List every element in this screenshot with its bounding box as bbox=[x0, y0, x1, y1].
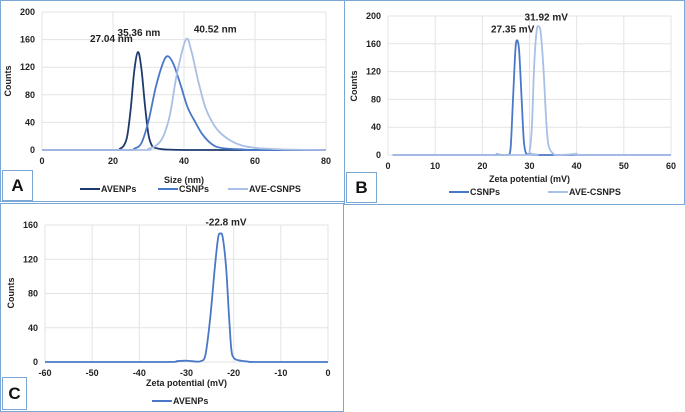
y-axis-label: Counts bbox=[3, 66, 13, 97]
x-tick-label: 80 bbox=[321, 156, 331, 166]
y-tick-label: 80 bbox=[28, 289, 38, 299]
peak-annotation: 40.52 nm bbox=[194, 25, 237, 36]
y-tick-label: 0 bbox=[30, 145, 35, 155]
y-tick-label: 0 bbox=[376, 150, 381, 160]
series-line-csnps bbox=[41, 55, 326, 151]
panel-letter-b: B bbox=[346, 172, 377, 203]
series-line-avenps bbox=[44, 232, 328, 363]
y-axis-label: Counts bbox=[6, 278, 16, 309]
y-axis-label: Counts bbox=[349, 71, 359, 102]
y-tick-label: 120 bbox=[23, 254, 38, 264]
y-tick-label: 160 bbox=[366, 39, 381, 49]
y-tick-label: 120 bbox=[366, 67, 381, 77]
y-tick-label: 160 bbox=[23, 220, 38, 230]
x-tick-label: 0 bbox=[325, 368, 330, 378]
chart-panel-c: 0 40 80 120 160 -60 -50 -40 -30 -20 -10 0 Zeta poten… bbox=[6, 218, 331, 406]
y-tick-label: 40 bbox=[25, 117, 35, 127]
y-tick-label: 200 bbox=[20, 7, 35, 17]
x-tick-label: 10 bbox=[430, 161, 440, 171]
x-tick-label: -40 bbox=[133, 368, 146, 378]
x-tick-label: 0 bbox=[39, 156, 44, 166]
legend-label: AVENPs bbox=[173, 396, 208, 406]
legend-label: CSNPs bbox=[179, 184, 209, 194]
x-tick-label: 0 bbox=[385, 161, 390, 171]
peak-annotation: 27.35 mV bbox=[491, 24, 535, 35]
y-tick-label: 160 bbox=[20, 35, 35, 45]
legend-label: CSNPs bbox=[470, 187, 500, 197]
x-tick-label: -50 bbox=[86, 368, 99, 378]
peak-annotation: 35.36 nm bbox=[118, 28, 161, 39]
x-tick-label: 60 bbox=[666, 161, 676, 171]
legend-label: AVENPs bbox=[101, 184, 136, 194]
peak-annotation: 31.92 mV bbox=[525, 12, 569, 23]
x-tick-label: -20 bbox=[227, 368, 240, 378]
x-tick-label: -60 bbox=[38, 368, 51, 378]
x-tick-label: 60 bbox=[250, 156, 260, 166]
panel-letter-a: A bbox=[2, 170, 33, 201]
x-tick-label: -10 bbox=[274, 368, 287, 378]
x-tick-label: 40 bbox=[179, 156, 189, 166]
series-line-ave-csnps bbox=[41, 37, 327, 151]
y-tick-label: 40 bbox=[28, 323, 38, 333]
x-tick-label: -30 bbox=[180, 368, 193, 378]
y-tick-label: 40 bbox=[371, 122, 381, 132]
chart-panel-a: 0 40 80 120 160 200 0 20 40 60 80 Size (nm) Counts AV… bbox=[3, 7, 331, 194]
peak-annotation: -22.8 mV bbox=[205, 218, 246, 229]
y-tick-label: 80 bbox=[25, 90, 35, 100]
x-axis-label: Zeta potential (mV) bbox=[146, 378, 227, 388]
x-tick-label: 20 bbox=[477, 161, 487, 171]
legend-label: AVE-CSNPS bbox=[569, 187, 621, 197]
x-tick-label: 20 bbox=[108, 156, 118, 166]
chart-panel-b: 0 40 80 120 160 200 0 10 20 30 40 50 60 Zeta potentia… bbox=[349, 11, 676, 197]
panel-b-zeta-potential bbox=[344, 0, 685, 205]
x-axis-label: Zeta potential (mV) bbox=[489, 174, 570, 184]
peak-annotation: 27.04 nm bbox=[90, 34, 133, 45]
series-line-ave-csnps bbox=[392, 25, 671, 156]
y-tick-label: 80 bbox=[371, 94, 381, 104]
series-line-avenps bbox=[41, 51, 326, 151]
x-axis-label: Size (nm) bbox=[164, 175, 204, 185]
y-tick-label: 200 bbox=[366, 11, 381, 21]
x-tick-label: 40 bbox=[572, 161, 582, 171]
x-tick-label: 30 bbox=[524, 161, 534, 171]
legend-label: AVE-CSNPS bbox=[249, 184, 301, 194]
y-tick-label: 120 bbox=[20, 62, 35, 72]
y-tick-label: 0 bbox=[33, 357, 38, 367]
panel-letter-c: C bbox=[2, 377, 27, 410]
x-tick-label: 50 bbox=[619, 161, 629, 171]
